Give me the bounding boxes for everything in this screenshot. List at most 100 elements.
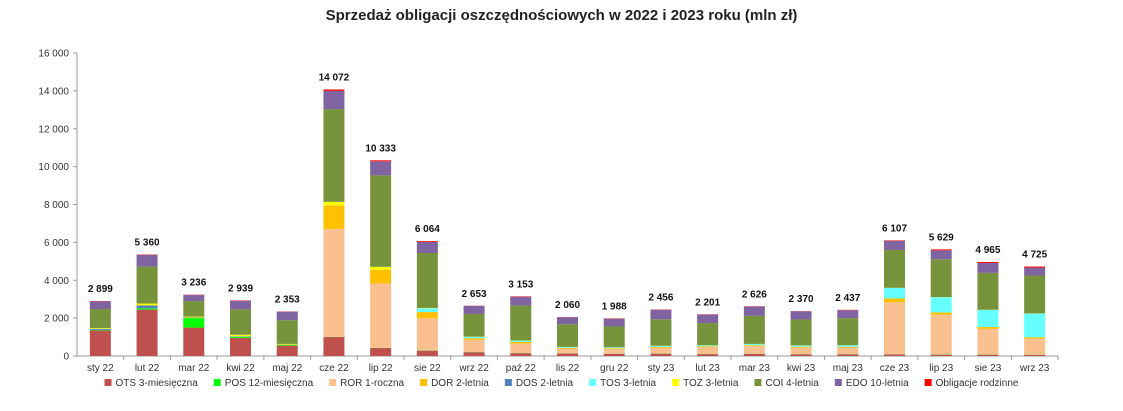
x-tick-label: sie 23 [975, 363, 1002, 374]
bar-segment [977, 263, 999, 273]
y-tick-label: 10 000 [38, 162, 69, 173]
legend-label: DOS 2-letnia [516, 378, 574, 389]
bar-segment [930, 314, 952, 355]
legend-item: ROR 1-roczna [329, 378, 405, 389]
bar-segment [603, 348, 625, 354]
bar-segment [884, 302, 905, 355]
bar-segment [323, 228, 345, 337]
bar-segment [1024, 275, 1046, 314]
x-tick-label: wrz 22 [458, 363, 489, 374]
x-tick-label: cze 23 [880, 363, 910, 374]
x-tick-label: wrz 23 [1019, 363, 1050, 374]
bar-segment [416, 318, 438, 351]
bar-segment [1024, 338, 1046, 355]
legend-item: TOZ 3-letnia [672, 378, 739, 389]
total-data-label: 2 456 [648, 292, 673, 303]
bar-segment [230, 338, 251, 356]
bar-segment [603, 353, 625, 356]
y-tick-label: 12 000 [38, 124, 69, 135]
y-tick-label: 16 000 [38, 49, 69, 60]
legend-swatch [329, 379, 337, 386]
bar-segment [930, 259, 952, 298]
bar-segment [276, 343, 298, 345]
bar-segment [790, 345, 812, 347]
y-tick-label: 4 000 [44, 276, 69, 287]
legend-swatch [420, 379, 428, 386]
bar-segment [370, 269, 392, 284]
legend-swatch [672, 379, 680, 386]
bar-segment [136, 308, 158, 310]
bar-segment [276, 345, 298, 346]
bar-segment [370, 161, 392, 176]
bar-segment [603, 347, 625, 349]
bar-segment [837, 347, 859, 355]
x-tick-label: mar 23 [739, 363, 771, 374]
bar-segment [510, 305, 532, 341]
bar-segment [884, 288, 905, 299]
bar-segment [323, 337, 345, 356]
bar-segment [136, 309, 158, 356]
bar-segment [930, 312, 952, 315]
bar-segment [557, 317, 578, 325]
total-data-label: 6 107 [882, 223, 907, 234]
bar-segment [930, 249, 952, 251]
bar-segment [89, 309, 111, 328]
legend-swatch [754, 379, 762, 386]
total-data-label: 2 437 [835, 293, 860, 304]
bar-segment [650, 345, 672, 347]
bar-segment [650, 346, 672, 348]
bar-segment [790, 346, 812, 348]
bar-segment [463, 352, 485, 356]
bar-segment [884, 249, 905, 288]
y-tick-label: 14 000 [38, 86, 69, 97]
bar-segment [230, 300, 251, 310]
bar-segment [790, 347, 812, 355]
total-data-label: 4 725 [1022, 250, 1047, 261]
bar-segment [930, 250, 952, 260]
legend-label: COI 4-letnia [765, 378, 819, 389]
bar-segment [276, 320, 298, 344]
bar-segment [136, 254, 158, 267]
total-data-label: 6 064 [415, 224, 440, 235]
x-tick-label: lip 22 [369, 363, 393, 374]
bar-segment [557, 347, 578, 349]
x-tick-label: kwi 22 [226, 363, 255, 374]
x-tick-label: kwi 23 [787, 363, 816, 374]
bar-segment [89, 327, 111, 329]
bar-segment [743, 315, 765, 344]
bar-segment [183, 301, 205, 317]
bar-segment [230, 334, 251, 337]
bar-segment [416, 252, 438, 308]
bar-segment [977, 354, 999, 356]
bar-segment [370, 266, 392, 270]
legend-swatch [104, 379, 112, 386]
y-tick-label: 0 [63, 352, 69, 363]
bar-segment [650, 309, 672, 320]
legend-label: POS 12-miesięczna [225, 378, 314, 389]
bar-segment [463, 313, 485, 337]
y-tick-label: 6 000 [44, 238, 69, 249]
x-tick-label: paź 22 [506, 363, 536, 374]
bar-segment [557, 353, 578, 356]
total-data-label: 2 899 [88, 284, 113, 295]
total-data-label: 5 629 [929, 232, 954, 243]
bar-segment [89, 329, 111, 331]
total-data-label: 4 965 [975, 245, 1000, 256]
bar-segment [650, 353, 672, 356]
bar-segment [323, 205, 345, 229]
bar-segment [183, 318, 205, 328]
bar-segment [977, 309, 999, 328]
legend-swatch [504, 379, 512, 386]
bar-segment [510, 353, 532, 356]
bar-segment [370, 160, 392, 162]
legend-swatch [924, 379, 932, 386]
bar-segment [323, 201, 345, 206]
bar-segment [370, 175, 392, 267]
legend-item: EDO 10-letnia [834, 378, 909, 389]
bar-segment [697, 323, 719, 346]
bar-segment [136, 303, 158, 306]
bar-segment [743, 345, 765, 347]
bar-segment [416, 241, 438, 242]
total-data-label: 1 988 [602, 301, 627, 312]
bar-segment [183, 316, 205, 318]
